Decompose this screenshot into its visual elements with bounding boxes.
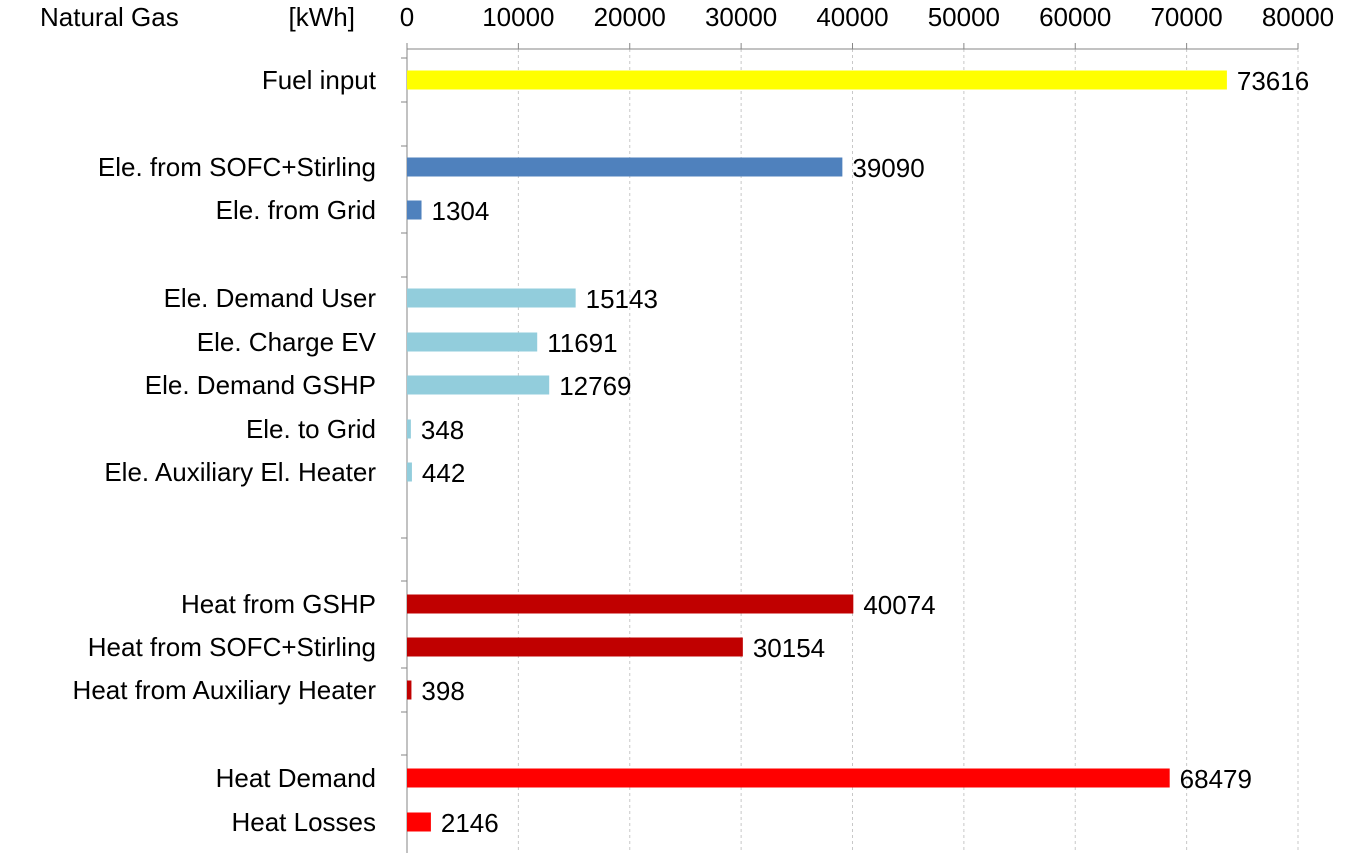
data-label: 442 (422, 458, 465, 488)
bar (407, 680, 412, 700)
x-tick-label: 70000 (1150, 2, 1222, 32)
x-tick-label: 0 (400, 2, 414, 32)
x-tick-label: 50000 (928, 2, 1000, 32)
bar (407, 157, 843, 177)
data-label: 2146 (441, 808, 499, 838)
x-tick-label: 40000 (816, 2, 888, 32)
chart-title: Natural Gas (40, 2, 179, 32)
x-tick-label: 80000 (1262, 2, 1334, 32)
bar (407, 419, 411, 439)
bar (407, 594, 854, 614)
bar (407, 70, 1227, 90)
bar (407, 288, 576, 308)
category-label: Heat Demand (216, 763, 376, 793)
data-label: 68479 (1180, 764, 1252, 794)
x-tick-label: 10000 (482, 2, 554, 32)
data-label: 39090 (852, 153, 924, 183)
bar (407, 200, 422, 220)
unit-label: [kWh] (289, 2, 355, 32)
bar (407, 462, 412, 482)
labels: Natural Gas [kWh] 0 10000 20000 30000 40000 5… (40, 2, 1334, 838)
category-label: Ele. Charge EV (197, 327, 377, 357)
bar (407, 332, 538, 352)
category-label: Ele. from SOFC+Stirling (98, 152, 376, 182)
data-label: 12769 (559, 371, 631, 401)
bar (407, 637, 743, 657)
data-label: 348 (421, 415, 464, 445)
category-label: Ele. Demand GSHP (145, 370, 376, 400)
category-label: Ele. from Grid (216, 195, 376, 225)
category-label: Fuel input (262, 65, 377, 95)
data-label: 40074 (863, 590, 935, 620)
gridlines (517, 49, 1299, 853)
category-label: Ele. to Grid (246, 414, 376, 444)
category-label: Ele. Demand User (164, 283, 377, 313)
category-label: Ele. Auxiliary El. Heater (104, 457, 376, 487)
x-tick-label: 20000 (594, 2, 666, 32)
axis (401, 43, 1299, 853)
data-label: 398 (421, 676, 464, 706)
data-label: 11691 (547, 328, 617, 358)
bar (407, 812, 431, 832)
x-tick-label: 60000 (1039, 2, 1111, 32)
data-label: 30154 (753, 633, 825, 663)
x-tick-label: 30000 (705, 2, 777, 32)
category-label: Heat Losses (231, 807, 376, 837)
bar (407, 768, 1170, 788)
bar (407, 375, 550, 395)
data-label: 73616 (1237, 66, 1309, 96)
bars (407, 70, 1227, 832)
category-label: Heat from Auxiliary Heater (73, 675, 377, 705)
data-label: 15143 (586, 284, 658, 314)
category-label: Heat from SOFC+Stirling (88, 632, 376, 662)
data-label: 1304 (432, 196, 490, 226)
category-label: Heat from GSHP (181, 589, 376, 619)
